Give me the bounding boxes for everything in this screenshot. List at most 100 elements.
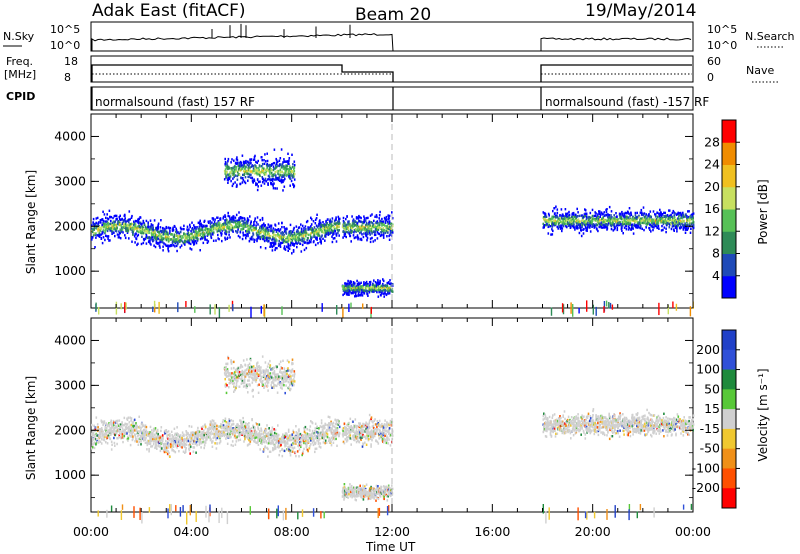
scatter-cell [220,231,222,235]
scatter-cell [369,224,371,227]
scatter-cell [650,230,652,233]
scatter-cell [609,224,612,227]
scatter-cell [159,229,162,232]
scatter-cell [376,220,379,223]
scatter-cell [217,237,219,240]
scatter-cell [221,227,223,230]
scatter-cell [258,232,261,236]
scatter-cell [121,226,123,230]
scatter-cell [172,436,175,439]
scatter-cell [164,429,166,433]
scatter-cell [358,288,360,291]
scatter-cell [282,239,285,242]
scatter-cell [631,225,634,228]
scatter-cell [276,187,278,190]
scatter-cell [289,223,292,227]
scatter-cell [237,219,239,222]
scatter-cell [263,162,266,165]
scatter-cell [357,238,359,241]
scatter-cell [621,221,624,224]
scatter-cell [326,222,328,225]
scatter-cell [310,223,313,226]
scatter-cell [157,224,159,227]
scatter-cell [188,447,190,450]
scatter-cell [115,228,117,231]
scatter-cell [287,160,290,164]
scatter-cell [643,228,645,232]
scatter-cell [166,444,169,447]
scatter-cell [256,173,258,176]
scatter-speckle [232,304,234,312]
scatter-cell [335,233,338,237]
scatter-cell [238,218,241,222]
scatter-cell [619,212,622,216]
scatter-cell [338,222,340,226]
scatter-cell [377,279,379,282]
scatter-cell [135,428,138,431]
scatter-cell [352,234,355,237]
scatter-cell [138,425,141,428]
scatter-cell [151,435,153,438]
scatter-cell [201,237,204,240]
scatter-cell [180,228,182,231]
scatter-cell [122,429,125,433]
scatter-cell [152,429,155,433]
scatter-cell [278,239,280,243]
scatter-cell [91,236,94,239]
scatter-cell [135,422,137,425]
scatter-cell [355,294,357,298]
scatter-cell [684,224,686,227]
scatter-cell [331,224,333,227]
scatter-cell [622,222,624,225]
scatter-cell [543,217,545,221]
scatter-cell [114,433,117,437]
scatter-cell [607,220,610,224]
scatter-cell [247,179,249,182]
scatter-cell [676,225,678,228]
scatter-cell [673,216,676,219]
scatter-cell [300,231,303,234]
scatter-cell [279,228,282,231]
scatter-cell [94,426,97,429]
scatter-cell [390,230,393,233]
scatter-cell [102,210,104,213]
scatter-cell [636,226,638,229]
scatter-cell [137,227,139,230]
scatter-cell [310,235,312,238]
scatter-cell [119,217,121,221]
scatter-cell [338,217,340,221]
scatter-speckle [209,304,211,315]
scatter-cell [554,212,556,215]
scatter-cell [598,210,601,213]
scatter-cell [364,229,366,232]
scatter-cell [676,212,679,215]
scatter-cell [594,224,596,228]
scatter-cell [139,230,141,233]
scatter-cell [692,223,695,227]
scatter-cell [667,222,669,225]
scatter-cell [150,243,152,246]
scatter-cell [188,433,191,437]
scatter-cell [192,446,195,449]
scatter-cell [565,225,567,228]
scatter-cell [374,281,377,284]
scatter-cell [152,229,154,232]
scatter-cell [362,286,365,290]
scatter-cell [247,175,249,178]
scatter-cell [127,416,130,419]
scatter-cell [354,282,356,285]
scatter-cell [618,223,621,227]
scatter-cell [352,287,355,290]
scatter-cell [551,228,553,231]
scatter-cell [175,230,177,233]
scatter-cell [227,181,229,184]
scatter-cell [333,219,336,223]
scatter-cell [335,232,337,235]
scatter-cell [623,218,626,221]
scatter-cell [654,218,656,222]
scatter-cell [92,223,95,226]
scatter-cell [286,164,289,168]
scatter-cell [158,244,161,247]
scatter-cell [232,177,234,180]
